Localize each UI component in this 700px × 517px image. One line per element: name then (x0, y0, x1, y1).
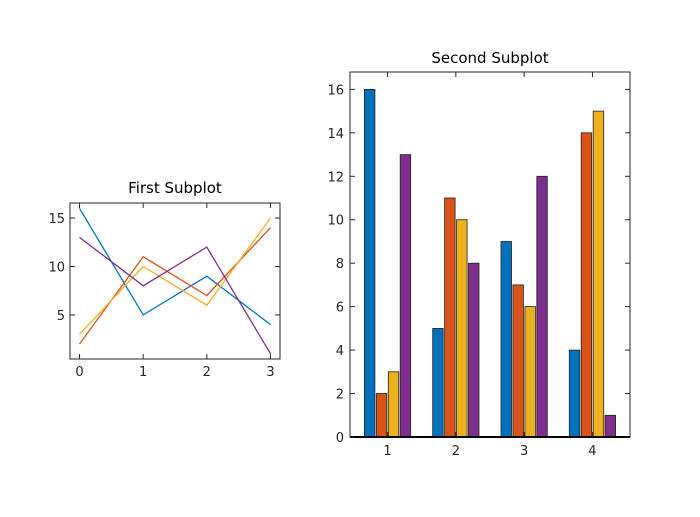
x-tick-label: 1 (139, 365, 147, 380)
bar-2-series-4 (468, 262, 480, 438)
line-series-3 (79, 217, 272, 335)
x-tick-label: 0 (75, 365, 83, 380)
second-subplot-bars (363, 89, 616, 438)
y-tick-label: 4 (336, 344, 344, 359)
y-tick-label: 16 (327, 83, 344, 98)
second-subplot-x-ticks: 1 2 3 4 (383, 72, 597, 459)
bar-2-series-3 (456, 219, 468, 438)
y-tick-label: 5 (57, 309, 65, 324)
bar-3-series-1 (500, 241, 512, 438)
bar-1-series-1 (363, 89, 376, 438)
bar-1-series-4 (399, 154, 412, 438)
y-tick-label: 12 (327, 170, 344, 185)
x-tick-label: 4 (588, 444, 596, 459)
bar-1-series-3 (387, 371, 400, 438)
bar-2-series-1 (432, 327, 444, 438)
bar-4-series-2 (580, 132, 593, 438)
first-subplot-y-ticks: 5 10 15 (48, 212, 280, 324)
x-tick-label: 2 (203, 365, 211, 380)
first-subplot-frame (69, 202, 281, 360)
x-tick-label: 1 (383, 444, 391, 459)
y-tick-label: 15 (48, 212, 65, 227)
bar-3-series-2 (512, 284, 524, 438)
x-tick-label: 2 (452, 444, 460, 459)
first-subplot: First Subplot 0 1 2 3 5 10 15 (48, 179, 281, 380)
y-tick-label: 2 (336, 388, 344, 403)
bar-4-series-4 (604, 414, 616, 438)
second-subplot-y-ticks: 0 2 4 6 8 10 12 14 16 (327, 83, 630, 446)
x-tick-label: 3 (520, 444, 528, 459)
first-subplot-lines (78, 207, 272, 355)
first-subplot-title: First Subplot (128, 179, 222, 197)
bar-2-series-2 (444, 197, 456, 438)
y-tick-label: 0 (336, 431, 344, 446)
first-subplot-x-ticks: 0 1 2 3 (75, 203, 275, 380)
bar-4-series-3 (592, 110, 605, 438)
bar-3-series-3 (524, 306, 536, 438)
bar-3-series-4 (536, 175, 548, 438)
line-series-4 (79, 236, 272, 355)
second-subplot-title: Second Subplot (431, 49, 548, 67)
y-tick-label: 10 (48, 260, 65, 275)
y-tick-label: 8 (336, 257, 344, 272)
bar-4-series-1 (568, 349, 581, 438)
bar-1-series-2 (375, 393, 388, 438)
y-tick-label: 10 (327, 214, 344, 229)
y-tick-label: 14 (327, 127, 344, 142)
x-tick-label: 3 (266, 365, 274, 380)
y-tick-label: 6 (336, 301, 344, 316)
